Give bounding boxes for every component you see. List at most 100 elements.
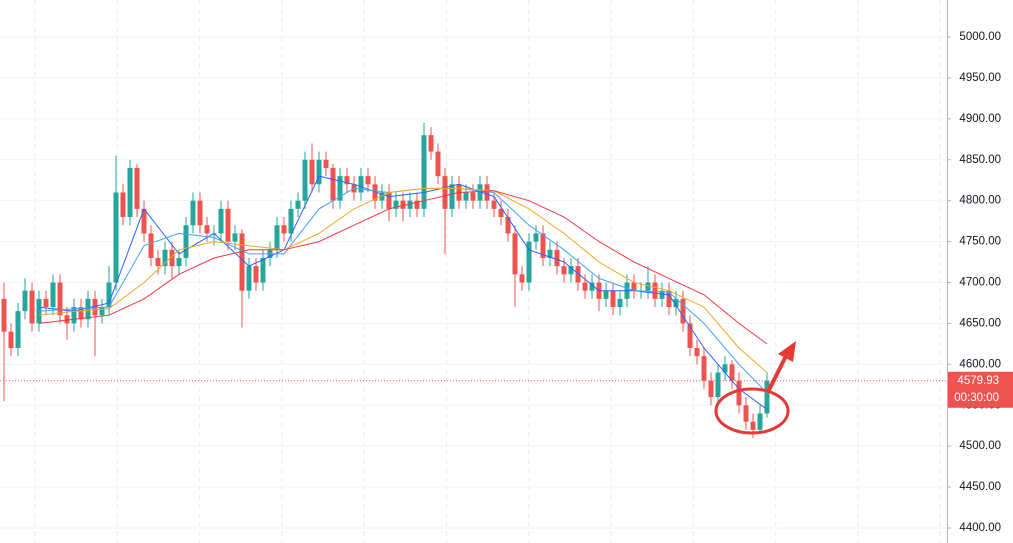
- candle-body: [764, 380, 770, 414]
- candle-body: [295, 200, 301, 209]
- candle-body: [1, 298, 7, 332]
- y-tick-label: 4400.00: [959, 522, 1001, 534]
- candle-body: [71, 307, 77, 324]
- candle-body: [589, 282, 595, 291]
- candle-body: [540, 233, 546, 258]
- candle-body: [281, 225, 287, 234]
- candle-body: [603, 290, 609, 299]
- candle-body: [582, 282, 588, 291]
- plot: [0, 122, 947, 439]
- candle-body: [134, 167, 140, 209]
- candle-body: [554, 249, 560, 267]
- candle-body: [232, 233, 238, 242]
- candle-body: [547, 249, 553, 258]
- candle-body: [470, 192, 476, 201]
- candle-body: [190, 200, 196, 226]
- candle-body: [673, 298, 679, 308]
- candle-body: [393, 200, 399, 209]
- candle-body: [288, 208, 294, 234]
- y-tick-label: 4600.00: [959, 358, 1001, 370]
- y-tick-label: 4750.00: [959, 236, 1001, 248]
- arrow-head: [778, 341, 796, 362]
- candle-body: [750, 421, 756, 430]
- highlight-circle: [714, 387, 790, 435]
- candle-body: [757, 413, 763, 430]
- candle-body: [148, 233, 154, 258]
- y-tick-label: 4450.00: [959, 481, 1001, 493]
- candle-body: [687, 323, 693, 348]
- candle-body: [344, 176, 350, 185]
- countdown: 00:30:00: [954, 392, 999, 404]
- candle-body: [533, 233, 539, 242]
- candle-body: [652, 282, 658, 299]
- candle-body: [449, 184, 455, 209]
- candle-body: [568, 266, 574, 275]
- candle-body: [309, 159, 315, 185]
- candle-body: [162, 249, 168, 267]
- candle-body: [253, 266, 259, 283]
- moving-average: [38, 187, 768, 373]
- candle-body: [302, 159, 308, 201]
- candle-body: [743, 405, 749, 422]
- candle-body: [337, 176, 343, 201]
- candle-body: [22, 290, 28, 312]
- candle-body: [64, 315, 70, 324]
- price-label: 4579.93: [957, 375, 999, 387]
- y-tick-label: 4500.00: [959, 440, 1001, 452]
- candle-body: [505, 217, 511, 234]
- candle-body: [57, 282, 63, 316]
- candle-body: [50, 282, 56, 308]
- candle-body: [666, 290, 672, 308]
- candle-body: [141, 208, 147, 234]
- candle-body: [659, 290, 665, 299]
- candle-body: [92, 298, 98, 316]
- candle-body: [694, 347, 700, 357]
- candle-body: [631, 282, 637, 291]
- candle-body: [204, 225, 210, 234]
- candle-body: [736, 380, 742, 406]
- candle-body: [197, 200, 203, 226]
- candle-body: [246, 266, 252, 291]
- candle-body: [435, 151, 441, 177]
- candle-body: [701, 356, 707, 381]
- candle-body: [722, 364, 728, 373]
- candle-body: [428, 135, 434, 152]
- price-label-box: [948, 371, 1013, 408]
- candle-body: [442, 176, 448, 209]
- candle-body: [414, 200, 420, 209]
- candle-body: [421, 135, 427, 209]
- candle-body: [316, 159, 322, 185]
- y-axis: 4400.004450.004500.004550.004600.004650.…: [947, 31, 1013, 534]
- candle-body: [484, 184, 490, 201]
- candle-body: [183, 225, 189, 258]
- candle-body: [463, 192, 469, 201]
- candle-body: [617, 298, 623, 308]
- candle-body: [169, 249, 175, 267]
- moving-average: [38, 175, 768, 410]
- candle-body: [729, 364, 735, 381]
- candle-body: [526, 241, 532, 283]
- candle-body: [477, 184, 483, 201]
- candle-body: [498, 208, 504, 218]
- y-tick-label: 4900.00: [959, 113, 1001, 125]
- candle-body: [218, 208, 224, 234]
- candle-body: [491, 200, 497, 209]
- candle-body: [15, 311, 21, 348]
- y-tick-label: 5000.00: [959, 31, 1001, 43]
- candle-body: [155, 257, 161, 267]
- candle-body: [379, 192, 385, 201]
- candle-body: [407, 200, 413, 209]
- candle-body: [365, 176, 371, 185]
- y-tick-label: 4950.00: [959, 72, 1001, 84]
- y-tick-label: 4700.00: [959, 277, 1001, 289]
- candle-body: [99, 307, 105, 316]
- candle-body: [113, 192, 119, 283]
- candle-body: [239, 233, 245, 291]
- candle-body: [645, 282, 651, 291]
- arrow-shaft: [766, 355, 788, 393]
- candle-body: [386, 192, 392, 209]
- candle-body: [85, 298, 91, 320]
- candle-body: [127, 167, 133, 218]
- candle-body: [176, 257, 182, 267]
